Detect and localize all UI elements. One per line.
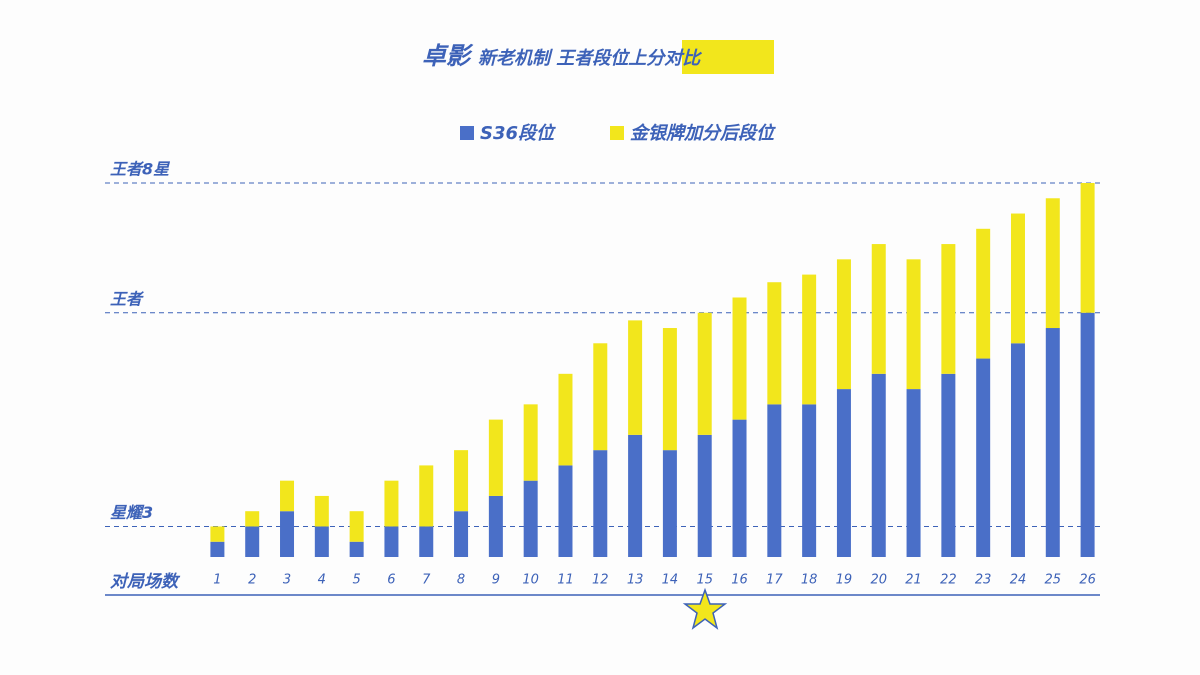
x-tick-label: 12 [592,573,609,588]
bar-segment [976,228,991,359]
bar-segment [210,541,225,557]
legend-swatch [460,126,474,140]
bar-segment [314,495,329,527]
y-tick-label: 王者8星 [110,160,170,179]
x-tick-label: 14 [662,573,679,588]
x-tick-label: 13 [627,573,644,588]
bar-segment [1010,343,1025,557]
bar-segment [349,541,364,557]
bar-segment [349,511,364,542]
x-tick-label: 10 [522,573,539,588]
bar-segment [1080,312,1095,557]
bar-segment [836,389,851,557]
bar-segment [941,244,956,374]
bar-segment [245,511,260,527]
chart-title: 卓影 [422,42,474,70]
x-tick-label: 19 [836,573,853,588]
bar-segment [767,404,782,557]
bar-segment [384,480,399,527]
x-tick-label: 18 [801,573,818,588]
x-tick-label: 24 [1010,573,1027,588]
bar-segment [558,465,573,557]
x-tick-label: 8 [457,573,465,588]
x-tick-label: 16 [731,573,748,588]
bar-segment [976,358,991,557]
chart-subtitle: 新老机制 王者段位上分对比 [478,48,702,69]
bar-segment [1045,198,1060,329]
x-tick-label: 17 [766,573,783,588]
bar-segment [662,450,677,557]
bar-segment [1045,328,1060,557]
x-tick-label: 3 [283,573,291,588]
bar-segment [802,274,817,405]
bar-segment [767,282,782,405]
x-tick-label: 1 [213,573,221,588]
bar-segment [732,419,747,557]
bar-segment [836,259,851,390]
bar-segment [593,450,608,557]
x-tick-label: 11 [557,573,574,588]
bar-segment [906,389,921,557]
x-tick-label: 2 [248,573,256,588]
bar-segment [732,297,747,420]
bar-segment [419,465,434,527]
bar-segment [384,526,399,557]
x-tick-label: 7 [422,573,431,588]
bar-segment [697,434,712,557]
bar-segment [454,511,469,557]
bar-segment [871,244,886,374]
bar-segment [245,526,260,557]
bar-segment [419,526,434,557]
legend-label: 金银牌加分后段位 [630,123,776,144]
bar-segment [280,511,295,557]
bar-segment [697,312,712,435]
bar-segment [1080,183,1095,313]
legend-label: S36段位 [480,123,556,144]
bar-segment [906,259,921,390]
bar-segment [454,450,469,512]
title-highlight [682,40,774,74]
x-tick-label: 4 [318,573,326,588]
x-axis-label: 对局场数 [110,572,181,592]
x-tick-label: 22 [940,573,957,588]
bar-segment [523,404,538,481]
y-tick-label: 星耀3 [110,503,153,522]
bar-segment [488,419,503,496]
x-tick-label: 21 [905,573,922,588]
bar-segment [871,373,886,557]
bar-segment [523,480,538,557]
bar-segment [280,480,295,512]
bar-segment [941,373,956,557]
x-tick-label: 26 [1079,573,1096,588]
bar-segment [802,404,817,557]
bar-segment [628,434,643,557]
x-tick-label: 5 [352,573,360,588]
bar-segment [210,526,225,542]
x-tick-label: 6 [387,573,395,588]
star-icon [682,587,728,630]
bar-segment [593,343,608,451]
x-tick-label: 9 [492,573,500,588]
x-tick-label: 20 [870,573,887,588]
bar-segment [628,320,643,435]
bar-segment [1010,213,1025,344]
bar-segment [488,495,503,557]
x-tick-label: 23 [975,573,992,588]
bar-segment [662,328,677,451]
x-tick-label: 15 [696,573,713,588]
legend-swatch [610,126,624,140]
y-tick-label: 王者 [110,289,145,308]
x-tick-label: 25 [1045,573,1062,588]
bar-segment [558,373,573,466]
bar-segment [314,526,329,557]
